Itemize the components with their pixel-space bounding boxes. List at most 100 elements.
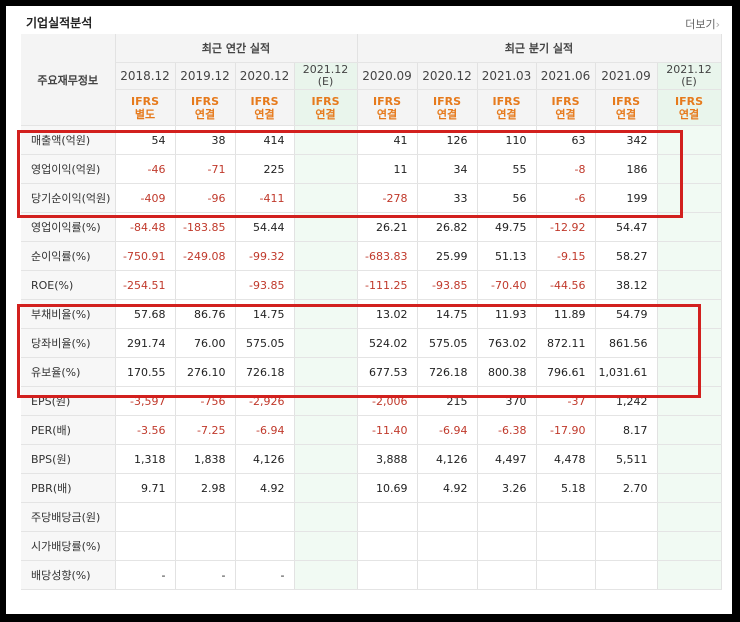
period-year: 2021.03	[481, 69, 532, 83]
period-year: 2019.12	[180, 69, 230, 83]
table-cell	[536, 502, 596, 532]
accounting-standard: IFRS 연결	[357, 89, 418, 126]
accounting-standard: IFRS 연결	[417, 89, 478, 126]
table-cell: -750.91	[115, 241, 176, 271]
table-row: EPS(원) -3,597 -756 -2,926 -2,006 215 370 -37 1,2…	[21, 386, 722, 416]
table-cell: -84.48	[115, 212, 176, 242]
table-row: ROE(%) -254.51 -93.85 -111.25 -93.85 -70.40 -4…	[21, 270, 722, 300]
table-cell: 4,478	[536, 444, 596, 474]
table-cell: 9.71	[115, 473, 176, 503]
accounting-standard: IFRS 연결	[477, 89, 537, 126]
table-cell	[657, 125, 722, 155]
table-cell	[417, 560, 478, 590]
table-cell: -2,006	[357, 386, 418, 416]
table-cell: 41	[357, 125, 418, 155]
period-year: 2021.12	[302, 63, 349, 76]
row-label: 당기순이익(억원)	[21, 183, 116, 213]
period-year: 2020.12	[422, 69, 472, 83]
table-cell: -8	[536, 154, 596, 184]
table-cell: -12.92	[536, 212, 596, 242]
table-row: 시가배당률(%)	[21, 531, 722, 561]
row-label: 주당배당금(원)	[21, 502, 116, 532]
table-cell: 4,126	[417, 444, 478, 474]
period-header: 2021.03	[477, 62, 537, 90]
table-cell: 3,888	[357, 444, 418, 474]
row-label: 당좌비율(%)	[21, 328, 116, 358]
consolidation-type: 연결	[376, 107, 398, 121]
table-cell	[294, 183, 358, 213]
estimate-label: (E)	[681, 75, 697, 88]
table-cell	[115, 502, 176, 532]
table-cell	[477, 531, 537, 561]
table-cell: 225	[235, 154, 295, 184]
table-cell: 58.27	[595, 241, 658, 271]
row-label: PBR(배)	[21, 473, 116, 503]
table-cell	[294, 444, 358, 474]
table-cell	[357, 502, 418, 532]
section-title: 기업실적분석	[26, 16, 93, 30]
more-link[interactable]: 더보기›	[685, 16, 720, 32]
more-label: 더보기	[685, 18, 716, 31]
accounting-standard: IFRS 연결	[657, 89, 722, 126]
table-cell	[417, 531, 478, 561]
table-cell: 2.70	[595, 473, 658, 503]
row-label: PER(배)	[21, 415, 116, 445]
table-cell: 11	[357, 154, 418, 184]
table-cell: -3.56	[115, 415, 176, 445]
table-cell	[657, 328, 722, 358]
table-cell: 110	[477, 125, 537, 155]
table-cell: 5.18	[536, 473, 596, 503]
consolidation-type: 연결	[678, 107, 700, 121]
period-year: 2021.06	[540, 69, 591, 83]
table-cell: 414	[235, 125, 295, 155]
table-cell: 763.02	[477, 328, 537, 358]
table-cell	[657, 212, 722, 242]
table-cell: 370	[477, 386, 537, 416]
table-row: PER(배) -3.56 -7.25 -6.94 -11.40 -6.94 -6.38 -17…	[21, 415, 722, 445]
table-cell: 291.74	[115, 328, 176, 358]
table-cell: -254.51	[115, 270, 176, 300]
table-cell: -6	[536, 183, 596, 213]
table-cell: 34	[417, 154, 478, 184]
table-cell	[294, 241, 358, 271]
table-cell: -93.85	[235, 270, 295, 300]
row-label: 매출액(억원)	[21, 125, 116, 155]
table-cell	[294, 502, 358, 532]
period-header: 2021.12 (E)	[657, 62, 722, 90]
row-label: BPS(원)	[21, 444, 116, 474]
period-header: 2020.09	[357, 62, 418, 90]
table-cell: 1,838	[175, 444, 236, 474]
table-cell: 63	[536, 125, 596, 155]
accounting-standard: IFRS 연결	[536, 89, 596, 126]
row-label: ROE(%)	[21, 270, 116, 300]
table-cell: 342	[595, 125, 658, 155]
table-cell	[657, 270, 722, 300]
table-cell	[294, 154, 358, 184]
table-cell: -70.40	[477, 270, 537, 300]
period-header: 2020.12	[417, 62, 478, 90]
consolidation-type: 연결	[555, 107, 576, 121]
ifrs-label: IFRS	[675, 94, 703, 108]
ifrs-label: IFRS	[433, 94, 461, 108]
table-cell: 11.89	[536, 299, 596, 329]
table-cell: 3.26	[477, 473, 537, 503]
table-cell: -	[175, 560, 236, 590]
consolidation-type: 연결	[436, 107, 458, 121]
table-cell: 4,126	[235, 444, 295, 474]
table-cell: 14.75	[417, 299, 478, 329]
accounting-standard: IFRS 별도	[115, 89, 176, 126]
table-cell: 524.02	[357, 328, 418, 358]
table-cell: 54	[115, 125, 176, 155]
period-year: 2020.09	[362, 69, 412, 83]
table-cell: 800.38	[477, 357, 537, 387]
table-cell	[294, 270, 358, 300]
table-cell	[536, 531, 596, 561]
table-cell	[294, 560, 358, 590]
table-cell: 1,242	[595, 386, 658, 416]
table-cell	[657, 299, 722, 329]
table-cell	[235, 502, 295, 532]
table-cell: 10.69	[357, 473, 418, 503]
table-cell: 76.00	[175, 328, 236, 358]
table-cell: 4.92	[235, 473, 295, 503]
table-row: PBR(배) 9.71 2.98 4.92 10.69 4.92 3.26 5.18 2.70	[21, 473, 722, 503]
